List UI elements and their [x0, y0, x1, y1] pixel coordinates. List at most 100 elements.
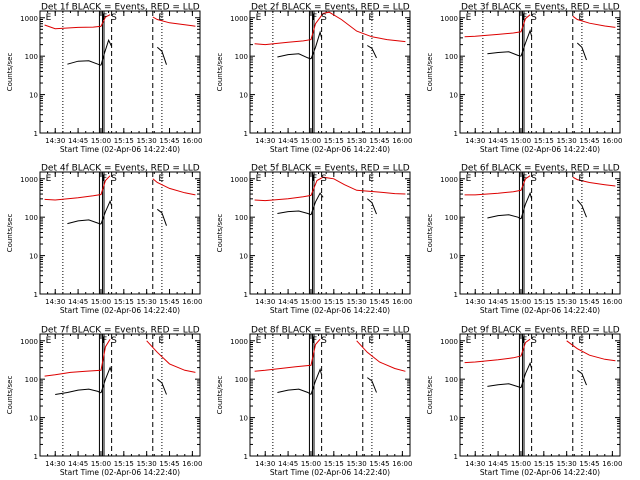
panel-det-9: Det 9f BLACK = Events, RED = LLD Counts/s… [426, 326, 622, 478]
x-tick-label: 14:30 [255, 298, 275, 306]
series-events-line [487, 214, 522, 220]
panel-title: Det 1f BLACK = Events, RED = LLD [41, 3, 200, 13]
x-tick-label: 14:45 [488, 460, 508, 468]
y-axis-label: Counts/sec [426, 376, 434, 415]
x-tick-label: 14:45 [278, 137, 298, 145]
y-tick-label: 100 [235, 53, 248, 61]
y-tick-label: 10 [449, 253, 458, 261]
y-tick-label: 1 [244, 291, 248, 299]
x-axis-label: Start Time (02-Apr-06 14:22:40) [480, 306, 600, 315]
x-tick-label: 15:45 [579, 460, 599, 468]
x-tick-label: 15:30 [137, 460, 157, 468]
marker-label: F [522, 13, 527, 23]
series-events-line [576, 199, 587, 218]
y-axis-label: Counts/sec [216, 214, 224, 253]
panel-title: Det 9f BLACK = Events, RED = LLD [461, 326, 620, 336]
series-events-line [310, 30, 323, 60]
x-tick-label: 15:45 [159, 298, 179, 306]
marker-label: S [111, 13, 117, 23]
x-tick-label: 15:30 [557, 460, 577, 468]
x-tick-label: 15:15 [114, 137, 134, 145]
marker-label: E [46, 174, 52, 184]
x-tick-label: 16:00 [602, 460, 622, 468]
x-tick-label: 15:15 [324, 298, 344, 306]
x-tick-label: 15:15 [534, 460, 554, 468]
plot-frame [39, 333, 201, 457]
marker-label: S [321, 174, 327, 184]
x-tick-label: 15:45 [369, 137, 389, 145]
marker-label: F [102, 336, 107, 346]
y-tick-label: 1 [454, 291, 458, 299]
x-tick-label: 15:45 [369, 460, 389, 468]
x-tick-label: 14:30 [465, 137, 485, 145]
marker-label: S [531, 336, 537, 346]
marker-label: E [256, 336, 262, 346]
series-events-line [156, 208, 167, 226]
y-axis-label: Counts/sec [6, 214, 14, 253]
panel-det-4: Det 4f BLACK = Events, RED = LLD Counts/s… [6, 164, 202, 316]
marker-label: F [102, 174, 107, 184]
series-events-line [100, 38, 113, 66]
x-tick-label: 15:15 [114, 298, 134, 306]
y-tick-label: 1000 [230, 176, 248, 184]
y-tick-label: 1 [454, 453, 458, 461]
x-axis-label: Start Time (02-Apr-06 14:22:40) [270, 145, 390, 154]
series-events-line [156, 378, 167, 395]
y-tick-label: 1000 [230, 15, 248, 23]
x-tick-label: 16:00 [182, 460, 202, 468]
x-tick-label: 14:45 [488, 298, 508, 306]
y-axis-label: Counts/sec [426, 214, 434, 253]
series-lld-line [572, 176, 616, 187]
series-events-line [55, 388, 102, 395]
x-axis-label: Start Time (02-Apr-06 14:22:40) [60, 468, 180, 477]
y-axis-label: Counts/sec [6, 53, 14, 92]
series-events-line [310, 367, 323, 395]
plot-frame [459, 171, 621, 295]
series-events-line [277, 388, 312, 395]
x-tick-label: 15:45 [159, 137, 179, 145]
series-events-line [67, 219, 102, 225]
series-lld-line [146, 340, 196, 373]
y-tick-label: 1 [34, 291, 38, 299]
y-tick-label: 10 [239, 253, 248, 261]
y-tick-label: 1000 [20, 15, 38, 23]
y-tick-label: 10 [449, 415, 458, 423]
x-tick-label: 15:30 [347, 460, 367, 468]
x-tick-label: 15:15 [534, 137, 554, 145]
marker-label: S [111, 336, 117, 346]
x-axis-label: Start Time (02-Apr-06 14:22:40) [270, 306, 390, 315]
panel-det-5: Det 5f BLACK = Events, RED = LLD Counts/s… [216, 164, 412, 316]
x-axis-label: Start Time (02-Apr-06 14:22:40) [480, 145, 600, 154]
x-tick-label: 14:45 [68, 460, 88, 468]
x-tick-label: 15:30 [347, 298, 367, 306]
y-tick-label: 1000 [20, 176, 38, 184]
panel-det-7: Det 7f BLACK = Events, RED = LLD Counts/s… [6, 326, 202, 478]
y-tick-label: 100 [445, 376, 458, 384]
marker-label: E [368, 336, 374, 346]
series-events-line [100, 366, 113, 394]
x-axis-label: Start Time (02-Apr-06 14:22:40) [270, 468, 390, 477]
y-tick-label: 1 [34, 453, 38, 461]
panel-title: Det 2f BLACK = Events, RED = LLD [251, 3, 410, 13]
y-tick-label: 100 [25, 214, 38, 222]
y-axis-label: Counts/sec [216, 53, 224, 92]
y-tick-label: 100 [25, 376, 38, 384]
x-tick-label: 14:30 [45, 460, 65, 468]
series-lld-line [152, 16, 196, 27]
x-tick-label: 14:30 [45, 137, 65, 145]
x-tick-label: 15:30 [557, 298, 577, 306]
panel-title: Det 3f BLACK = Events, RED = LLD [461, 3, 620, 13]
marker-label: S [531, 13, 537, 23]
series-events-line [577, 369, 587, 386]
x-tick-label: 15:45 [579, 137, 599, 145]
series-events-line [156, 46, 167, 65]
plot-frame [459, 10, 621, 134]
x-tick-label: 14:30 [45, 298, 65, 306]
y-tick-label: 100 [235, 376, 248, 384]
x-tick-label: 15:15 [324, 137, 344, 145]
x-tick-label: 15:00 [91, 460, 111, 468]
panel-det-2: Det 2f BLACK = Events, RED = LLD Counts/s… [216, 3, 412, 155]
plot-frame [249, 10, 411, 134]
plot-frame [459, 333, 621, 457]
x-tick-label: 16:00 [392, 137, 412, 145]
